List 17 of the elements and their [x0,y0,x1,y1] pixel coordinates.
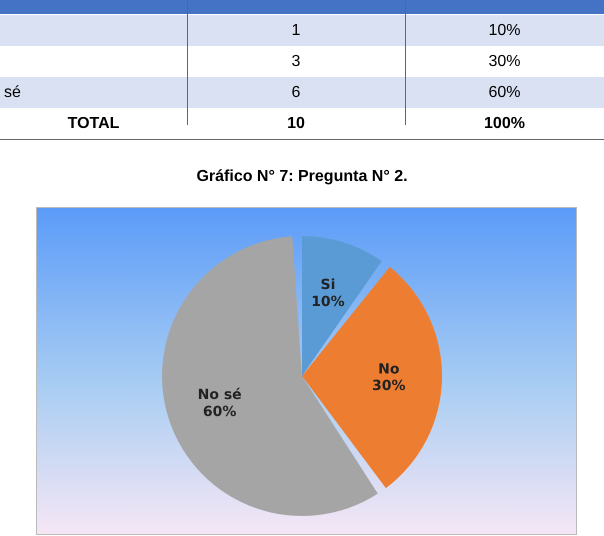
data-label: 60% [202,404,236,420]
chart-title: Gráfico N° 7: Pregunta N° 2. [195,168,409,186]
text: sé [4,83,22,103]
text: 3 [290,52,302,72]
text: 6 [290,83,302,103]
data-label: 10% [311,294,345,310]
data-label: 30% [372,378,406,394]
text: 10% [487,21,522,41]
slice-label: No [378,361,400,378]
text: 100% [483,114,526,134]
text: 10 [286,114,306,134]
slice-label: No sé [198,387,242,404]
text: TOTAL [66,114,120,134]
text: 60% [487,83,522,103]
text: 1 [290,21,302,41]
text: 30% [487,52,522,72]
slice-label: Si [320,276,336,293]
